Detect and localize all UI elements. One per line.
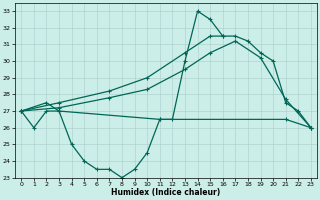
X-axis label: Humidex (Indice chaleur): Humidex (Indice chaleur) [111,188,221,197]
